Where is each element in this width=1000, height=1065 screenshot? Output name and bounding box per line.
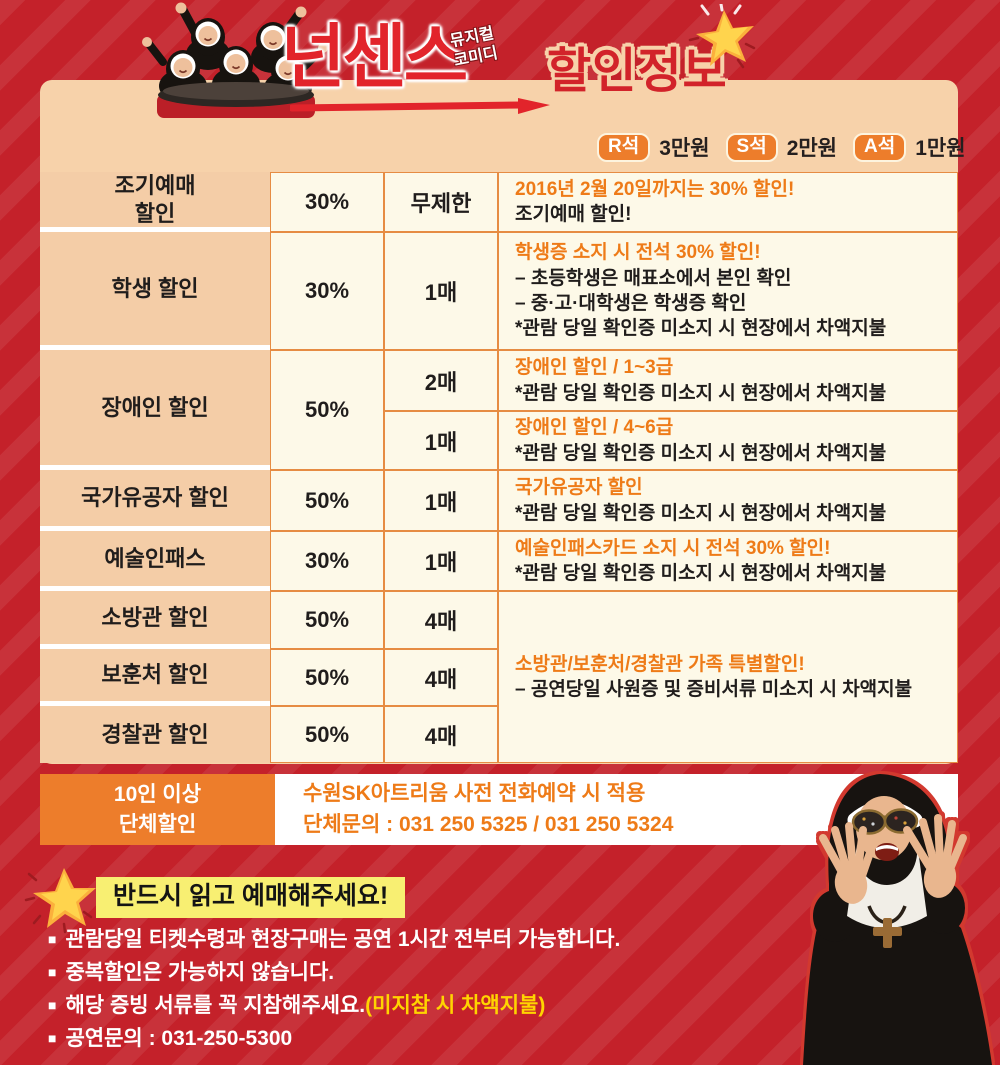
bullet-icon: ■ — [48, 1030, 57, 1046]
row-student-pct: 30% — [270, 232, 384, 350]
row-veterans-label: 보훈처 할인 — [40, 649, 270, 706]
row-artist-desc: 예술인패스카드 소지 시 전석 30% 할인! *관람 당일 확인증 미소지 시… — [498, 531, 958, 591]
notice-item: ■ 해당 증빙 서류를 꼭 지참해주세요.(미지참 시 차액지불) — [48, 990, 808, 1023]
seat-badge-a: A석 — [853, 132, 907, 162]
row-merit-desc: 국가유공자 할인 *관람 당일 확인증 미소지 시 현장에서 차액지불 — [498, 470, 958, 531]
row-artist-label: 예술인패스 — [40, 531, 270, 591]
notice-list: ■ 관람당일 티켓수령과 현장구매는 공연 1시간 전부터 가능합니다. ■ 중… — [48, 924, 808, 1056]
row-disabled-desc-1: 장애인 할인 / 1~3급 *관람 당일 확인증 미소지 시 현장에서 차액지불 — [498, 350, 958, 411]
notice-item: ■ 관람당일 티켓수령과 현장구매는 공연 1시간 전부터 가능합니다. — [48, 924, 808, 957]
bullet-icon: ■ — [48, 931, 57, 947]
page-title: 할인정보 — [547, 45, 728, 98]
row-artist-pct: 30% — [270, 531, 384, 591]
seat-price-list: R석 3만원 S석 2만원 A석 1만원 — [597, 131, 973, 163]
row-fire-pct: 50% — [270, 591, 384, 649]
row-early-pct: 30% — [270, 172, 384, 232]
nun-photo — [803, 774, 992, 1065]
row-early-label: 조기예매 할인 — [40, 172, 270, 232]
seat-price-r: 3만원 — [659, 137, 710, 160]
row-fire-label: 소방관 할인 — [40, 591, 270, 649]
logo-tagline: 뮤지컬 코미디 — [448, 25, 500, 70]
row-student-label: 학생 할인 — [40, 232, 270, 350]
row-police-pct: 50% — [270, 706, 384, 763]
discount-table: 조기예매 할인 30% 무제한 2016년 2월 20일까지는 30% 할인! … — [40, 172, 958, 763]
row-student-qty: 1매 — [384, 232, 498, 350]
row-merit-label: 국가유공자 할인 — [40, 470, 270, 531]
seat-price-s: 2만원 — [786, 137, 838, 160]
row-fire-qty: 4매 — [384, 591, 498, 649]
row-early-desc: 2016년 2월 20일까지는 30% 할인! 조기예매 할인! — [498, 172, 958, 232]
row-merit-qty: 1매 — [384, 470, 498, 531]
group-discount-label: 10인 이상 단체할인 — [40, 774, 275, 845]
group-discount-line1: 수원SK아트리움 사전 전화예약 시 적용 — [303, 782, 646, 806]
row-police-label: 경찰관 할인 — [40, 706, 270, 763]
row-disabled-desc-2: 장애인 할인 / 4~6급 *관람 당일 확인증 미소지 시 현장에서 차액지불 — [498, 411, 958, 470]
bullet-icon: ■ — [48, 964, 57, 980]
row-artist-qty: 1매 — [384, 531, 498, 591]
star-burst-icon — [24, 868, 96, 934]
notice-title: 반드시 읽고 예매해주세요! — [96, 877, 406, 918]
star-burst-icon — [688, 4, 756, 69]
row-veterans-pct: 50% — [270, 649, 384, 706]
seat-badge-s: S석 — [725, 132, 778, 162]
notice-item: ■ 공연문의 : 031-250-5300 — [48, 1023, 808, 1056]
notice-item: ■ 중복할인은 가능하지 않습니다. — [48, 957, 808, 990]
row-merit-pct: 50% — [270, 470, 384, 531]
row-special-desc: 소방관/보훈처/경찰관 가족 특별할인! – 공연당일 사원증 및 증비서류 미… — [498, 591, 958, 763]
show-logo: 넌센스 — [281, 18, 468, 96]
row-police-qty: 4매 — [384, 706, 498, 763]
nuns-group-photo — [142, 2, 328, 118]
row-disabled-qty-2: 1매 — [384, 411, 498, 470]
logo-arrow-icon — [290, 98, 550, 114]
row-early-qty: 무제한 — [384, 172, 498, 232]
row-student-desc: 학생증 소지 시 전석 30% 할인! – 초등학생은 매표소에서 본인 확인 … — [498, 232, 958, 350]
row-disabled-pct: 50% — [270, 350, 384, 470]
bullet-icon: ■ — [48, 997, 57, 1013]
row-disabled-label: 장애인 할인 — [40, 350, 270, 470]
group-discount-line2: 단체문의 : 031 250 5325 / 031 250 5324 — [303, 812, 674, 836]
seat-price-a: 1만원 — [915, 137, 966, 160]
row-disabled-qty-1: 2매 — [384, 350, 498, 411]
seat-badge-r: R석 — [597, 132, 651, 162]
row-veterans-qty: 4매 — [384, 649, 498, 706]
